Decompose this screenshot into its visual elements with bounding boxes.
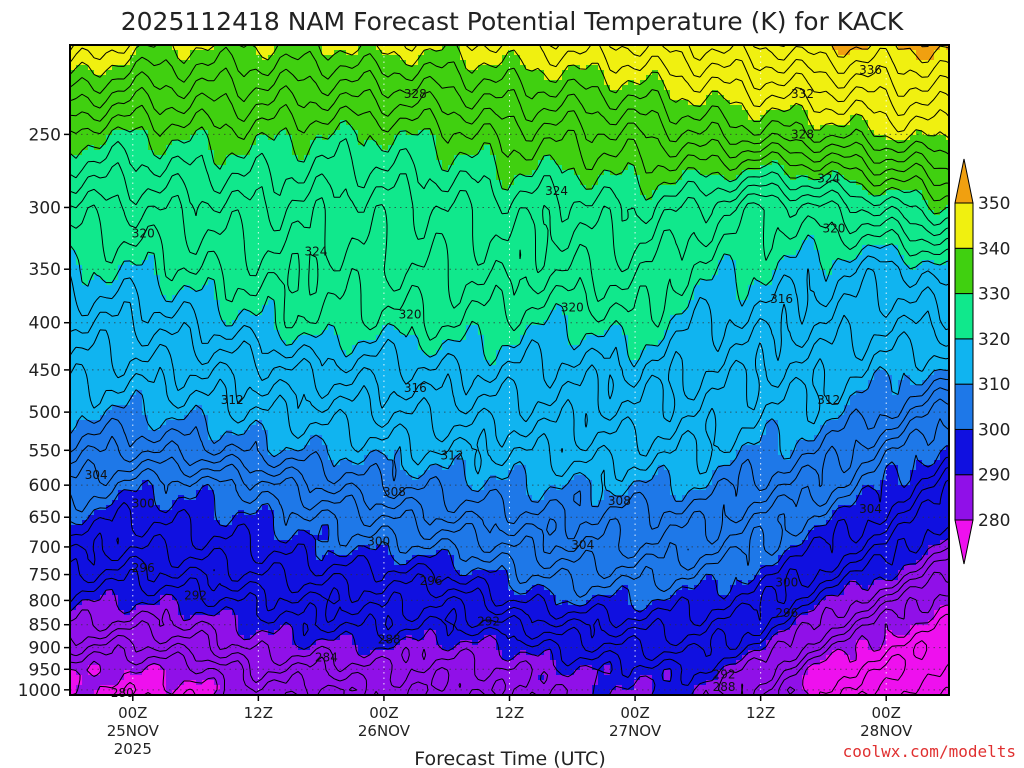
y-tick-label-300: 300 [29,198,61,218]
contour-label-0: 336 [859,63,882,77]
chart-title: 2025112418 NAM Forecast Potential Temper… [121,7,904,36]
contour-label-1: 332 [791,87,814,101]
y-tick-label-750: 750 [29,566,61,586]
colorbar-label-300: 300 [978,420,1010,440]
x-tick-label-30-0: 00Z [369,704,398,722]
colorbar-label-280: 280 [978,511,1010,531]
y-tick-label-950: 950 [29,660,61,680]
y-tick-label-700: 700 [29,538,61,558]
x-tick-label-30-1: 26NOV [358,722,411,740]
contour-label-24: 296 [420,574,443,588]
contour-label-3: 328 [791,127,814,141]
contour-label-17: 308 [383,485,406,499]
x-tick-label-54-0: 00Z [620,704,649,722]
contour-label-27: 292 [477,614,500,628]
contour-label-16: 304 [85,468,108,482]
contour-label-8: 320 [822,221,845,235]
y-tick-label-600: 600 [29,476,61,496]
x-tick-label-6-0: 00Z [118,704,147,722]
y-tick-label-550: 550 [29,441,61,461]
x-tick-label-54-1: 27NOV [609,722,662,740]
colorbar-label-290: 290 [978,466,1010,486]
colorbar-band-320 [955,294,973,339]
contour-label-20: 304 [859,502,882,516]
x-tick-label-78-0: 00Z [872,704,901,722]
colorbar-label-350: 350 [978,194,1010,214]
contour-label-21: 300 [367,535,390,549]
colorbar-label-330: 330 [978,285,1010,305]
y-tick-label-400: 400 [29,314,61,334]
credit-text: coolwx.com/modelts [843,742,1016,761]
y-tick-label-250: 250 [29,125,61,145]
x-tick-label-78-1: 28NOV [860,722,913,740]
contour-label-2: 328 [404,87,427,101]
colorbar-label-320: 320 [978,330,1010,350]
contour-label-23: 296 [132,561,155,575]
y-tick-label-650: 650 [29,508,61,528]
contour-label-9: 316 [770,292,793,306]
contour-label-7: 320 [132,226,155,240]
colorbar-top-arrow [955,159,973,203]
colorbar-bottom-arrow [955,520,973,564]
y-tick-label-850: 850 [29,616,61,636]
colorbar-label-340: 340 [978,239,1010,259]
contour-label-11: 320 [561,300,584,314]
x-tick-label-6-2: 2025 [114,740,152,758]
colorbar-band-340 [955,203,973,248]
colorbar-label-310: 310 [978,375,1010,395]
contour-label-22: 304 [571,538,594,552]
contour-label-26: 292 [184,588,207,602]
y-tick-label-900: 900 [29,639,61,659]
contour-label-6: 324 [304,245,327,259]
contour-label-13: 316 [404,381,427,395]
y-tick-label-500: 500 [29,403,61,423]
contour-label-18: 308 [608,494,631,508]
contour-label-33: 280 [111,686,134,700]
contour-label-30: 284 [315,650,338,664]
contour-label-28: 296 [775,606,798,620]
x-tick-label-66-0: 12Z [746,704,775,722]
x-tick-label-42-0: 12Z [495,704,524,722]
y-tick-label-800: 800 [29,591,61,611]
colorbar-band-330 [955,248,973,293]
contour-label-29: 288 [378,633,401,647]
contour-label-32: 288 [713,680,736,694]
contour-label-25: 300 [775,575,798,589]
y-tick-label-450: 450 [29,361,61,381]
contour-label-5: 324 [545,184,568,198]
x-axis-title: Forecast Time (UTC) [414,748,605,768]
contour-label-10: 320 [399,308,422,322]
x-tick-label-6-1: 25NOV [107,722,160,740]
x-tick-label-18-0: 12Z [244,704,273,722]
colorbar-band-300 [955,384,973,429]
contour-label-14: 312 [817,393,840,407]
y-axis: 250 300 350 400 450 500 550 600 650 700 750 800 850 9… [18,125,70,700]
contour-label-12: 312 [221,393,244,407]
contour-label-15: 312 [440,448,463,462]
y-tick-label-350: 350 [29,260,61,280]
colorbar: 280 290 300 310 320 330 340 350 [955,159,1010,564]
colorbar-band-310 [955,339,973,384]
colorbar-band-290 [955,429,973,474]
colorbar-band-280 [955,475,973,520]
y-tick-label-1000: 1000 [18,681,61,701]
contour-label-4: 324 [817,171,840,185]
contour-label-19: 300 [132,496,155,510]
